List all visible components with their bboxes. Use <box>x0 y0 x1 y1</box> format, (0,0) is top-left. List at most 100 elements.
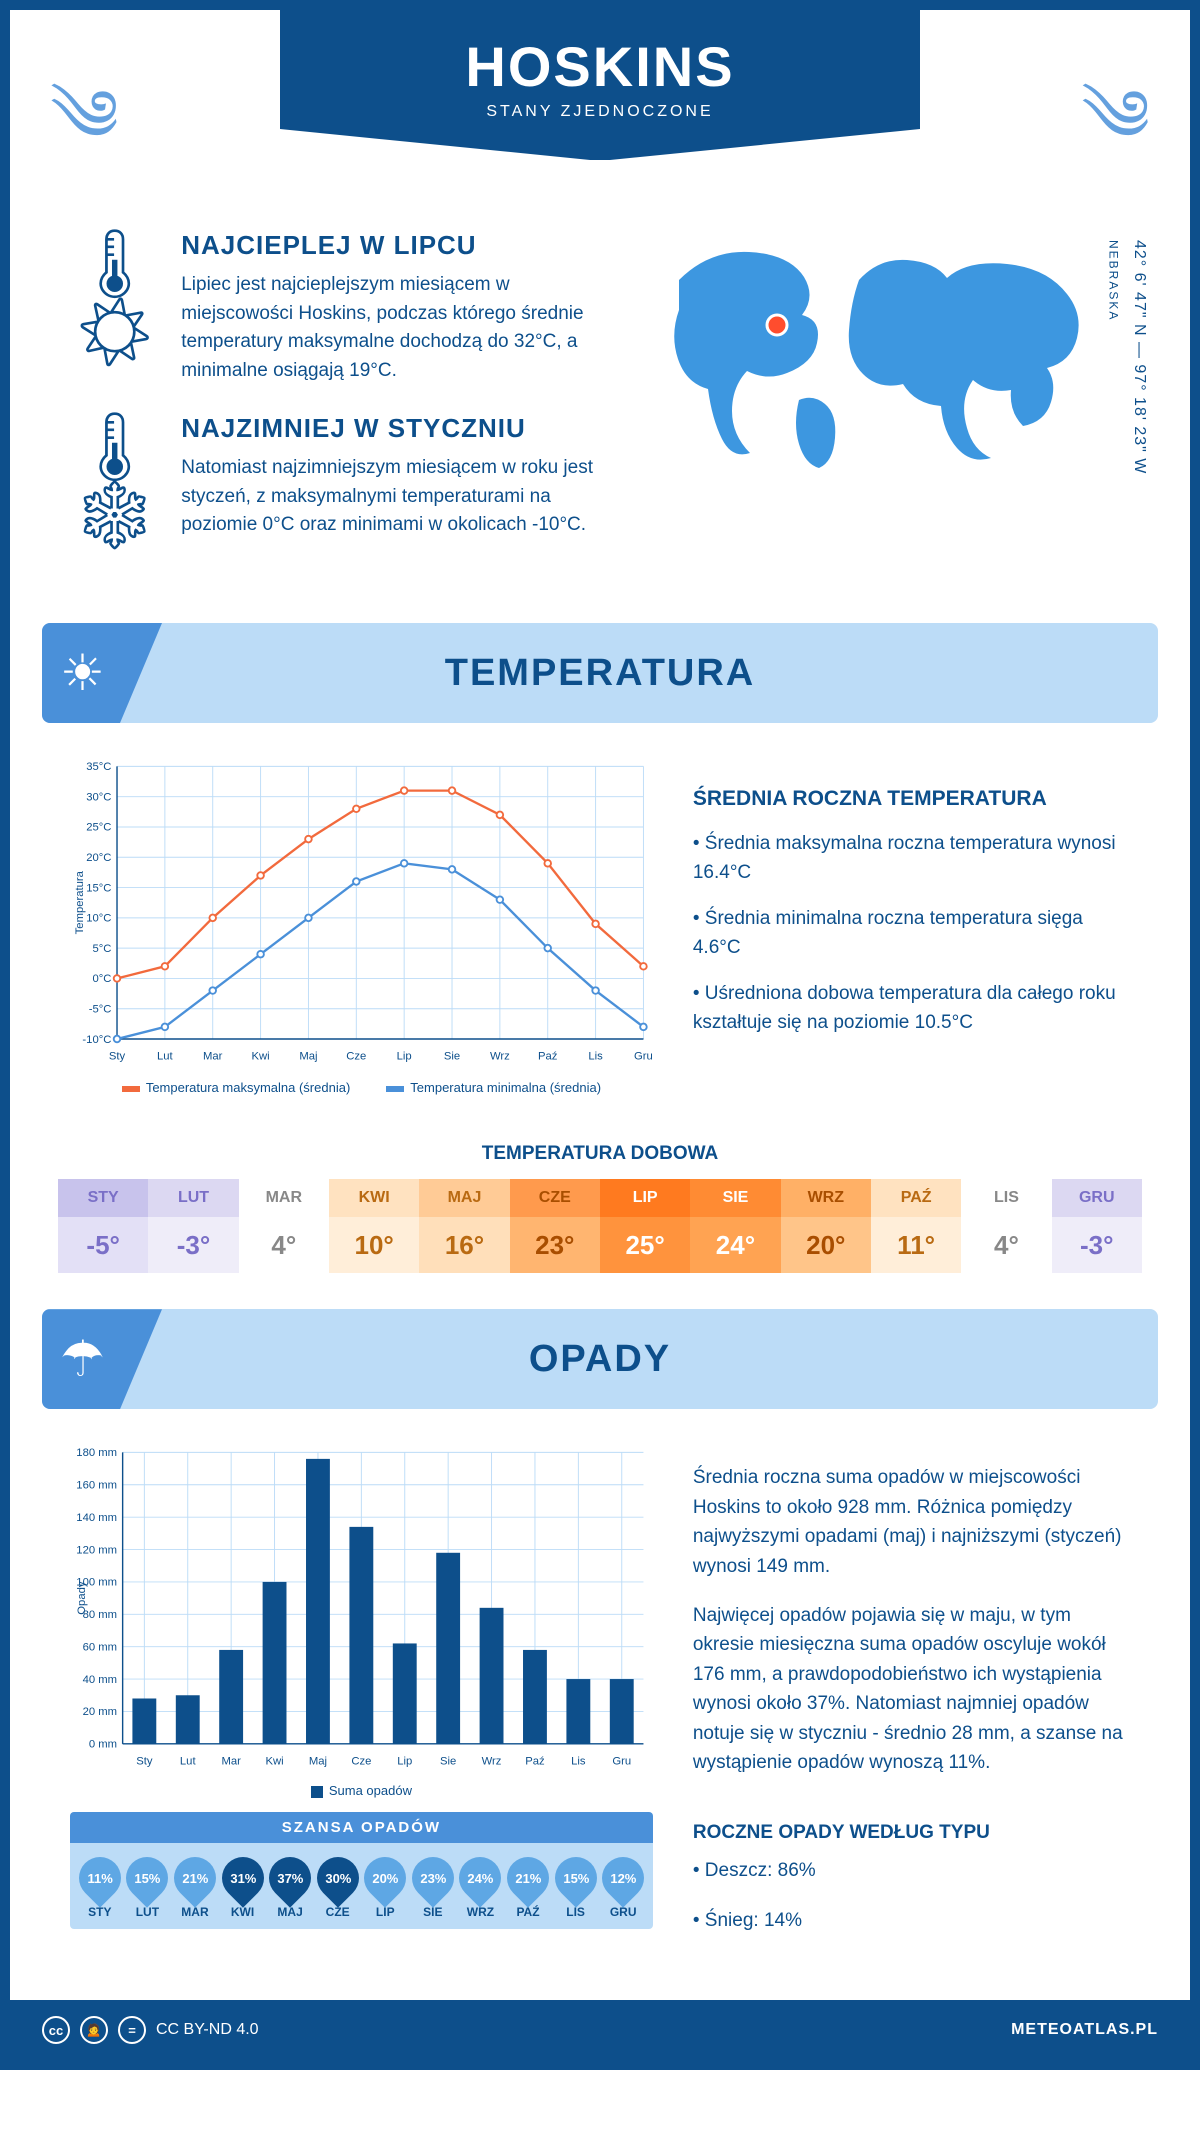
chance-cell: 20%LIP <box>363 1857 407 1919</box>
raindrop-icon: 30% <box>308 1849 367 1908</box>
map-marker <box>767 315 787 335</box>
month-label: STY <box>58 1179 148 1217</box>
summary-title: ŚREDNIA ROCZNA TEMPERATURA <box>693 787 1130 811</box>
site-name: METEOATLAS.PL <box>1011 2021 1158 2039</box>
svg-text:Opady: Opady <box>76 1581 88 1615</box>
svg-text:Lis: Lis <box>571 1756 586 1768</box>
raindrop-icon: 23% <box>403 1849 462 1908</box>
month-label: MAR <box>239 1179 329 1217</box>
chance-value: 31% <box>230 1871 256 1886</box>
coords-value: 42° 6' 47" N — 97° 18' 23" W <box>1131 240 1148 474</box>
daily-temp-value: 20° <box>781 1217 871 1273</box>
daily-temp-value: -3° <box>148 1217 238 1273</box>
fact-coldest: 🌡❄ NAJZIMNIEJ W STYCZNIU Natomiast najzi… <box>70 413 598 549</box>
svg-text:20 mm: 20 mm <box>83 1706 117 1718</box>
svg-text:Wrz: Wrz <box>490 1051 510 1063</box>
section-title: OPADY <box>529 1338 671 1381</box>
svg-text:0°C: 0°C <box>92 973 111 985</box>
chance-value: 15% <box>134 1871 160 1886</box>
daily-temp-value: 11° <box>871 1217 961 1273</box>
svg-text:180 mm: 180 mm <box>76 1447 117 1459</box>
daily-temp-value: -3° <box>1052 1217 1142 1273</box>
month-label: LIP <box>600 1179 690 1217</box>
month-label: GRU <box>1052 1179 1142 1217</box>
by-icon: 🙍 <box>80 2016 108 2044</box>
chance-value: 21% <box>515 1871 541 1886</box>
svg-text:160 mm: 160 mm <box>76 1480 117 1492</box>
svg-text:120 mm: 120 mm <box>76 1545 117 1557</box>
svg-text:Maj: Maj <box>299 1051 317 1063</box>
raindrop-icon: 11% <box>70 1849 129 1908</box>
thermometer-sun-icon: 🌡☀ <box>70 230 159 385</box>
month-label: WRZ <box>781 1179 871 1217</box>
precip-para-2: Najwięcej opadów pojawia się w maju, w t… <box>693 1601 1130 1778</box>
wind-icon: ༄ <box>50 36 119 239</box>
chance-cell: 30%CZE <box>316 1857 360 1919</box>
precip-para-1: Średnia roczna suma opadów w miejscowośc… <box>693 1463 1130 1581</box>
license-text: CC BY-ND 4.0 <box>156 2021 259 2039</box>
svg-text:Lut: Lut <box>180 1756 197 1768</box>
daily-temp-cell: GRU-3° <box>1052 1179 1142 1273</box>
umbrella-icon: ☂ <box>42 1309 162 1409</box>
month-label: LUT <box>126 1905 170 1919</box>
month-label: LUT <box>148 1179 238 1217</box>
chance-value: 12% <box>610 1871 636 1886</box>
nd-icon: = <box>118 2016 146 2044</box>
precip-bar-chart: 0 mm20 mm40 mm60 mm80 mm100 mm120 mm140 … <box>70 1443 653 1772</box>
fact-title: NAJZIMNIEJ W STYCZNIU <box>181 413 597 444</box>
world-map <box>659 230 1099 470</box>
daily-temp-value: 23° <box>510 1217 600 1273</box>
svg-text:Temperatura: Temperatura <box>74 870 86 934</box>
month-label: WRZ <box>459 1905 503 1919</box>
precip-chart-wrap: 0 mm20 mm40 mm60 mm80 mm100 mm120 mm140 … <box>70 1443 653 1956</box>
temperature-chart-wrap: -10°C-5°C0°C5°C10°C15°C20°C25°C30°C35°CS… <box>70 757 653 1095</box>
chance-cell: 37%MAJ <box>268 1857 312 1919</box>
svg-text:Gru: Gru <box>612 1756 631 1768</box>
svg-text:Kwi: Kwi <box>265 1756 283 1768</box>
svg-text:5°C: 5°C <box>92 943 111 955</box>
precip-type-title: ROCZNE OPADY WEDŁUG TYPU <box>693 1822 1130 1844</box>
fact-title: NAJCIEPLEJ W LIPCU <box>181 230 597 261</box>
svg-text:20°C: 20°C <box>86 852 111 864</box>
month-label: PAŹ <box>871 1179 961 1217</box>
daily-temp-value: 25° <box>600 1217 690 1273</box>
section-header-temperature: ☀ TEMPERATURA <box>42 623 1158 723</box>
svg-text:0 mm: 0 mm <box>89 1739 117 1751</box>
precip-type-bullet: • Śnieg: 14% <box>693 1906 1130 1936</box>
daily-temp-title: TEMPERATURA DOBOWA <box>10 1143 1190 1165</box>
temperature-line-chart: -10°C-5°C0°C5°C10°C15°C20°C25°C30°C35°CS… <box>70 757 653 1067</box>
daily-temp-value: 10° <box>329 1217 419 1273</box>
precip-legend: Suma opadów <box>70 1783 653 1798</box>
svg-text:Sie: Sie <box>440 1756 456 1768</box>
svg-text:140 mm: 140 mm <box>76 1512 117 1524</box>
daily-temp-value: 4° <box>961 1217 1051 1273</box>
month-label: MAJ <box>419 1179 509 1217</box>
coordinates-label: 42° 6' 47" N — 97° 18' 23" W NEBRASKA <box>1101 240 1152 474</box>
fact-text: Lipiec jest najcieplejszym miesiącem w m… <box>181 271 597 385</box>
raindrop-icon: 37% <box>260 1849 319 1908</box>
svg-text:15°C: 15°C <box>86 882 111 894</box>
svg-text:60 mm: 60 mm <box>83 1642 117 1654</box>
chance-cell: 11%STY <box>78 1857 122 1919</box>
chance-title: SZANSA OPADÓW <box>70 1812 653 1843</box>
raindrop-icon: 21% <box>498 1849 557 1908</box>
daily-temp-cell: WRZ20° <box>781 1179 871 1273</box>
daily-temp-cell: PAŹ11° <box>871 1179 961 1273</box>
svg-text:Cze: Cze <box>351 1756 371 1768</box>
fact-hottest: 🌡☀ NAJCIEPLEJ W LIPCU Lipiec jest najcie… <box>70 230 598 385</box>
chance-cell: 31%KWI <box>221 1857 265 1919</box>
raindrop-icon: 24% <box>451 1849 510 1908</box>
daily-temp-cell: MAJ16° <box>419 1179 509 1273</box>
temperature-summary: ŚREDNIA ROCZNA TEMPERATURA • Średnia mak… <box>693 757 1130 1095</box>
daily-temp-value: 4° <box>239 1217 329 1273</box>
overview: 🌡☀ NAJCIEPLEJ W LIPCU Lipiec jest najcie… <box>10 220 1190 617</box>
daily-temp-cell: LIS4° <box>961 1179 1051 1273</box>
facts-column: 🌡☀ NAJCIEPLEJ W LIPCU Lipiec jest najcie… <box>70 230 598 577</box>
chance-value: 21% <box>182 1871 208 1886</box>
month-label: CZE <box>510 1179 600 1217</box>
daily-temp-cell: LUT-3° <box>148 1179 238 1273</box>
cc-icon: cc <box>42 2016 70 2044</box>
chance-cell: 15% LUT <box>126 1857 170 1919</box>
hero: ༄ HOSKINS STANY ZJEDNOCZONE ༄ <box>10 10 1190 220</box>
raindrop-icon: 20% <box>356 1849 415 1908</box>
